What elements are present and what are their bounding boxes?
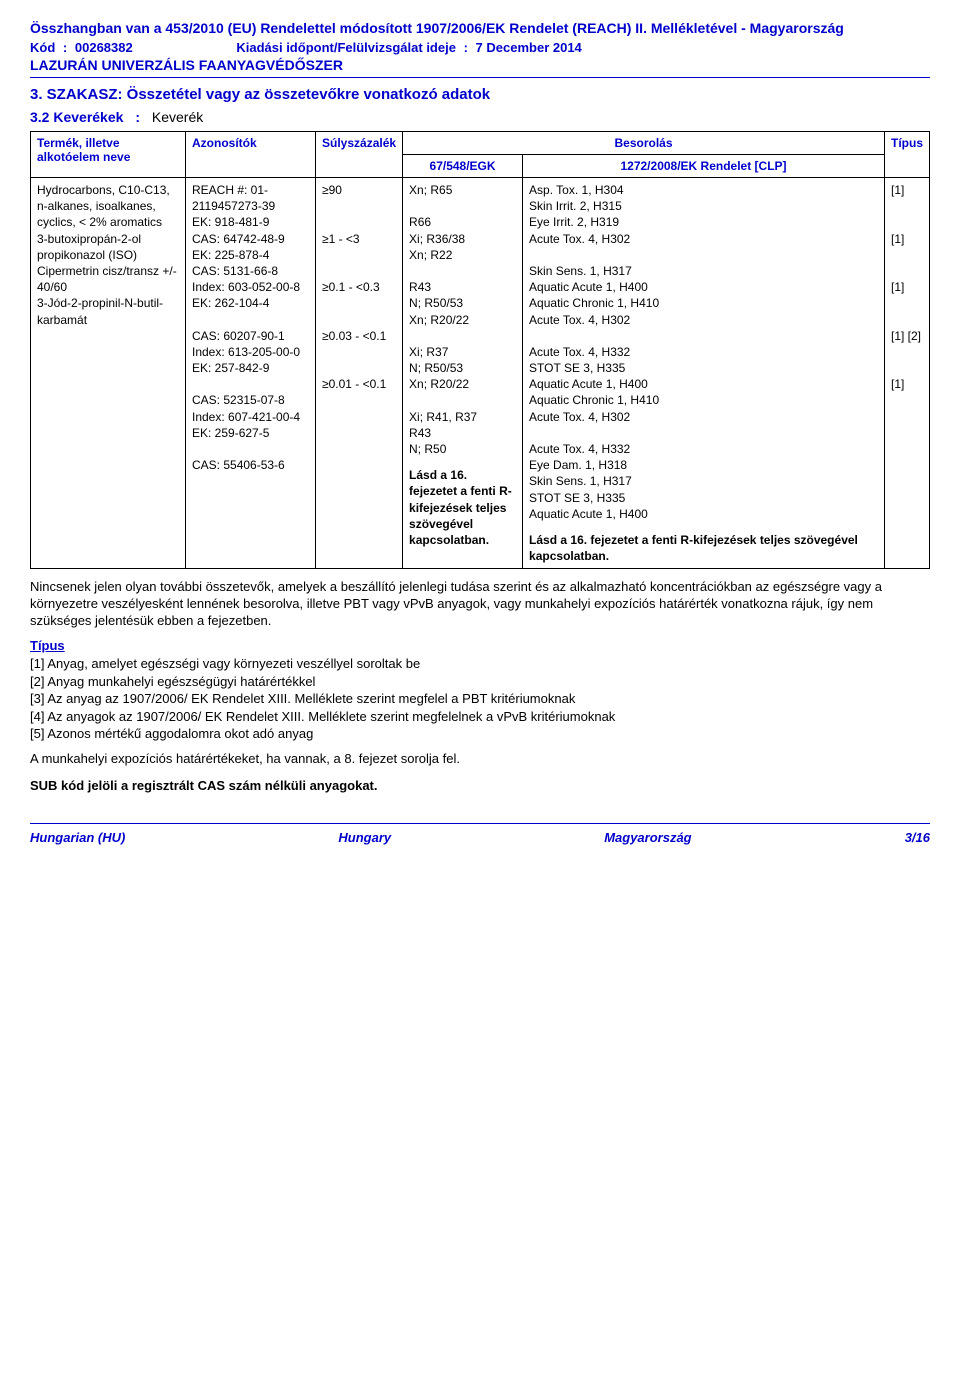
table-cell: Xn; R65 R66 Xi; R36/38 Xn; R22 R43 N; R5… xyxy=(403,178,523,569)
mixtures-row: 3.2 Keverékek : Keverék xyxy=(30,109,930,125)
colon: : xyxy=(127,109,148,125)
code-label: Kód xyxy=(30,40,55,55)
th-egk: 67/548/EGK xyxy=(403,155,523,178)
egk-footnote: Lásd a 16. fejezetet a fenti R-kifejezés… xyxy=(409,467,516,548)
page-number: 3/16 xyxy=(905,830,930,845)
date-label: Kiadási időpont/Felülvizsgálat ideje xyxy=(236,40,456,55)
table-cell: Hydrocarbons, C10-C13, n-alkanes, isoalk… xyxy=(31,178,186,569)
mix-label: 3.2 Keverékek xyxy=(30,109,123,125)
colon: : xyxy=(59,40,71,55)
table-cell: Asp. Tox. 1, H304 Skin Irrit. 2, H315 Ey… xyxy=(523,178,885,569)
type-item: [1] Anyag, amelyet egészségi vagy környe… xyxy=(30,655,930,673)
type-item: [4] Az anyagok az 1907/2006/ EK Rendelet… xyxy=(30,708,930,726)
footer-right-label: Magyarország xyxy=(604,830,691,845)
footer-center: Hungary xyxy=(338,830,391,845)
type-item: [5] Azonos mértékű aggodalomra okot adó … xyxy=(30,725,930,743)
product-name: LAZURÁN UNIVERZÁLIS FAANYAGVÉDŐSZER xyxy=(30,57,930,73)
type-list: [1] Anyag, amelyet egészségi vagy környe… xyxy=(30,655,930,743)
exposure-line: A munkahelyi expozíciós határértékeket, … xyxy=(30,751,930,768)
regulation-line: Összhangban van a 453/2010 (EU) Rendelet… xyxy=(30,20,930,36)
table-cell: ≥90 ≥1 - <3 ≥0.1 - <0.3 ≥0.03 - <0.1 ≥0.… xyxy=(316,178,403,569)
type-item: [2] Anyag munkahelyi egészségügyi határé… xyxy=(30,673,930,691)
composition-table: Termék, illetve alkotóelem neve Azonosít… xyxy=(30,131,930,569)
sub-code-line: SUB kód jelöli a regisztrált CAS szám né… xyxy=(30,778,930,793)
below-paragraph: Nincsenek jelen olyan további összetevők… xyxy=(30,579,930,630)
th-classification: Besorolás xyxy=(403,132,885,155)
page-footer: Hungarian (HU) Hungary Magyarország 3/16 xyxy=(30,824,930,845)
type-heading: Típus xyxy=(30,638,930,653)
th-clp: 1272/2008/EK Rendelet [CLP] xyxy=(523,155,885,178)
header-info-row: Kód : 00268382 Kiadási időpont/Felülvizs… xyxy=(30,40,930,55)
section-title: 3. SZAKASZ: Összetétel vagy az összetevő… xyxy=(30,86,930,103)
table-row: Hydrocarbons, C10-C13, n-alkanes, isoalk… xyxy=(31,178,930,569)
divider xyxy=(30,77,930,78)
mix-value: Keverék xyxy=(152,109,203,125)
clp-footnote: Lásd a 16. fejezetet a fenti R-kifejezés… xyxy=(529,532,878,564)
footer-left: Hungarian (HU) xyxy=(30,830,125,845)
th-product: Termék, illetve alkotóelem neve xyxy=(31,132,186,178)
table-cell: [1] [1] [1] [1] [2] [1] xyxy=(885,178,930,569)
code-value: 00268382 xyxy=(75,40,133,55)
date-value: 7 December 2014 xyxy=(476,40,582,55)
table-cell: REACH #: 01-2119457273-39 EK: 918-481-9 … xyxy=(186,178,316,569)
colon: : xyxy=(460,40,472,55)
type-item: [3] Az anyag az 1907/2006/ EK Rendelet X… xyxy=(30,690,930,708)
th-ids: Azonosítók xyxy=(186,132,316,178)
th-pct: Súlyszázalék xyxy=(316,132,403,178)
th-type: Típus xyxy=(885,132,930,178)
